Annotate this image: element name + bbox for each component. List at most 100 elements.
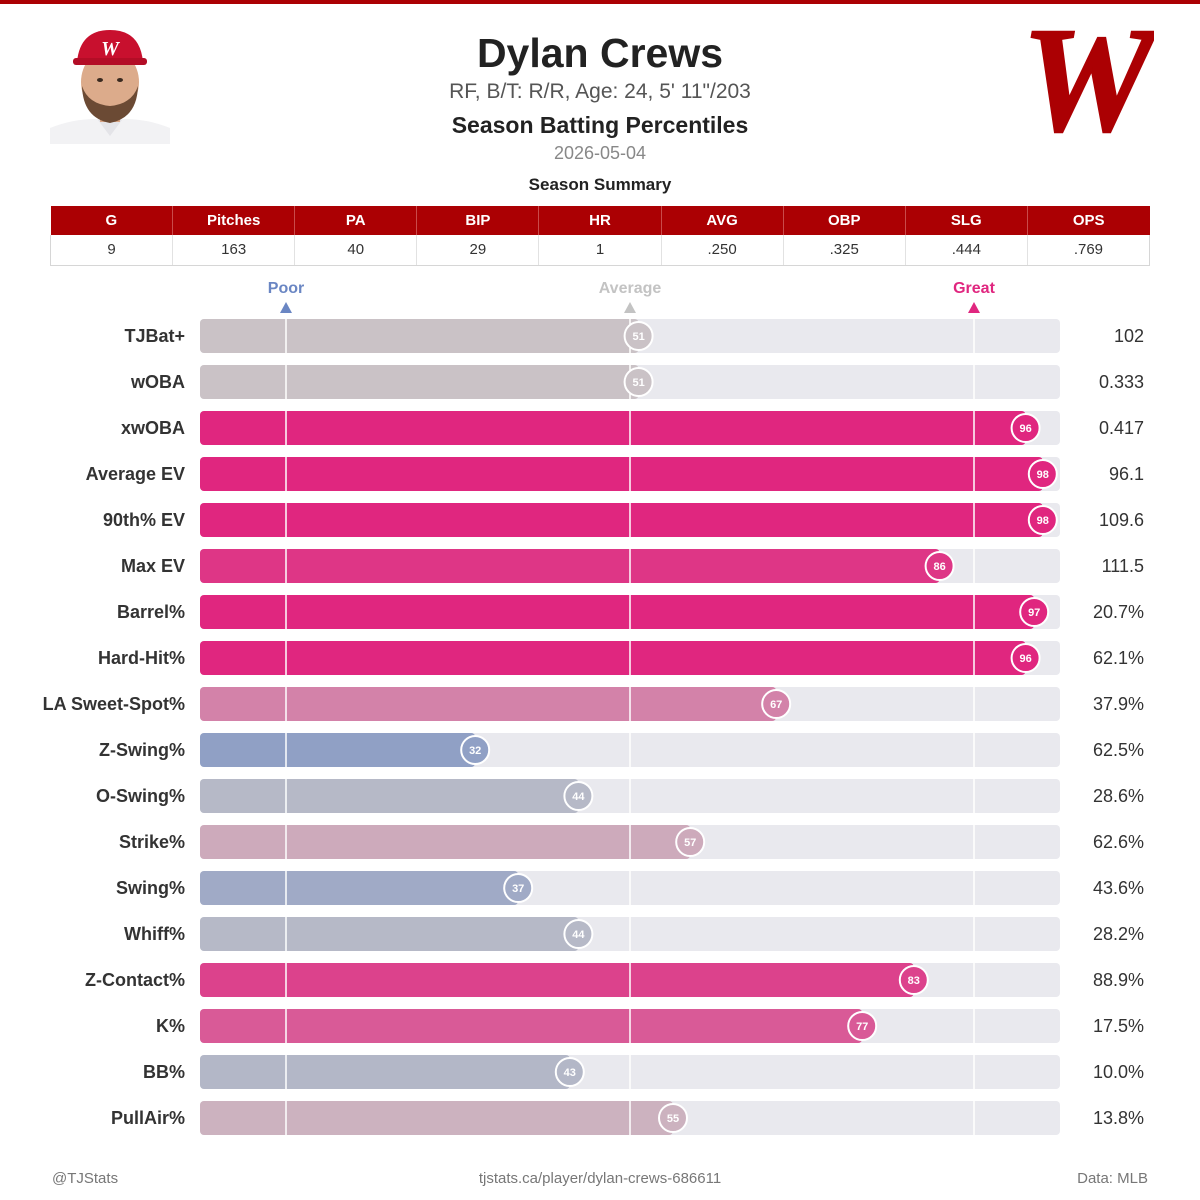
summary-value-obp: .325 [783,235,906,266]
summary-value-pa: 40 [294,235,418,266]
svg-text:W: W [1022,18,1154,146]
metric-value-pullair: 13.8% [1093,1108,1144,1128]
metric-label-bb: BB% [143,1062,185,1082]
metric-bar-max-ev [200,549,940,583]
metric-percentile-label-k: 77 [856,1021,868,1033]
metric-value-z-contact: 88.9% [1093,970,1144,990]
percentile-chart: Poor Average Great TJBat+ 51 102 wOBA 51 0.333 xw… [43,280,1144,1135]
metric-percentile-dot-z-contact [898,965,929,995]
metric-value-la-sweet-spot: 37.9% [1093,694,1144,714]
team-logo: W [1020,0,1165,164]
metric-percentile-dot-swing [503,873,534,903]
metric-percentile-dot-average-ev [1027,459,1058,489]
marker-label-poor: Poor [268,280,304,297]
summary-value-ops: .769 [1027,235,1151,266]
metric-percentile-dot-strike [675,827,706,857]
player-name: Dylan Crews [476,30,724,76]
metric-value-hard-hit: 62.1% [1093,648,1144,668]
metric-label-tjbat: TJBat+ [124,326,185,346]
metric-label-la-sweet-spot: LA Sweet-Spot% [43,694,185,714]
svg-text:W: W [101,38,120,60]
metric-value-woba: 0.333 [1099,372,1144,392]
metric-value-barrel: 20.7% [1093,602,1144,622]
metric-bar-tjbat [200,319,639,353]
marker-triangle-great [968,302,980,313]
metric-percentile-dot-woba [623,367,654,397]
metric-percentile-label-xwoba: 96 [1019,423,1031,435]
top-accent-rule [0,0,1200,4]
metric-percentile-label-o-swing: 44 [572,791,585,803]
metric-value-average-ev: 96.1 [1109,464,1144,484]
metric-bar-average-ev [200,457,1043,491]
metric-percentile-label-z-contact: 83 [908,975,920,987]
metric-bar-barrel [200,595,1035,629]
metric-value-o-swing: 28.6% [1093,786,1144,806]
metric-percentile-label-la-sweet-spot: 67 [770,699,782,711]
metric-percentile-dot-max-ev [924,551,955,581]
report-date: 2026-05-04 [553,143,647,163]
summary-header-hr: HR [538,206,662,235]
metric-percentile-dot-bb [554,1057,585,1087]
metric-percentile-label-90th-ev: 98 [1037,515,1049,527]
marker-triangle-poor [280,302,292,313]
metric-percentile-label-tjbat: 51 [632,331,644,343]
metric-bar-90th-ev [200,503,1043,537]
summary-header-obp: OBP [783,206,906,235]
metric-percentile-label-strike: 57 [684,837,696,849]
summary-value-g: 9 [49,235,174,266]
summary-header-ops: OPS [1027,206,1150,235]
metric-percentile-dot-90th-ev [1027,505,1058,535]
metric-bar-swing [200,871,519,905]
metric-percentile-dot-whiff [563,919,594,949]
metric-label-average-ev: Average EV [86,464,185,484]
season-summary-table: G Pitches PA BIP HR AVG OBP SLG OPS 9 16… [49,206,1151,266]
footer-url[interactable]: tjstats.ca/player/dylan-crews-686611 [478,1170,722,1187]
marker-label-great: Great [953,280,995,297]
summary-header-pa: PA [294,206,418,235]
metric-percentile-dot-la-sweet-spot [761,689,792,719]
summary-header-bip: BIP [416,206,540,235]
metric-percentile-label-z-swing: 32 [469,745,481,757]
summary-value-pitches: 163 [172,235,296,266]
metric-percentile-dot-xwoba [1010,413,1041,443]
summary-caption: Season Summary [528,175,672,194]
metric-value-z-swing: 62.5% [1093,740,1144,760]
metric-value-swing: 43.6% [1093,878,1144,898]
marker-label-average: Average [599,280,662,297]
metric-label-swing: Swing% [116,878,185,898]
metric-percentile-dot-k [847,1011,878,1041]
metric-percentile-label-bb: 43 [564,1067,576,1079]
marker-triangle-average [624,302,636,313]
metric-percentile-dot-barrel [1019,597,1050,627]
metric-bar-hard-hit [200,641,1026,675]
metric-percentile-label-barrel: 97 [1028,607,1040,619]
metric-percentile-label-hard-hit: 96 [1019,653,1031,665]
report-header: Dylan Crews RF, B/T: R/R, Age: 24, 5' 11… [0,28,1200,166]
metric-label-z-swing: Z-Swing% [99,740,185,760]
metric-label-k: K% [156,1016,185,1036]
metric-bar-k [200,1009,863,1043]
metric-bar-o-swing [200,779,579,813]
metric-value-tjbat: 102 [1114,326,1144,346]
metric-percentile-label-pullair: 55 [667,1113,679,1125]
metric-value-max-ev: 111.5 [1102,556,1144,576]
metric-value-xwoba: 0.417 [1099,418,1144,438]
metric-bar-woba [200,365,639,399]
metric-value-k: 17.5% [1093,1016,1144,1036]
metric-bar-xwoba [200,411,1026,445]
metric-percentile-label-max-ev: 86 [933,561,945,573]
metric-bar-z-contact [200,963,914,997]
summary-header-slg: SLG [905,206,1028,235]
metric-value-whiff: 28.2% [1093,924,1144,944]
player-bio: RF, B/T: R/R, Age: 24, 5' 11"/203 [449,80,751,103]
summary-value-bip: 29 [416,235,540,266]
summary-header-row: G Pitches PA BIP HR AVG OBP SLG OPS [50,206,1150,235]
metric-label-max-ev: Max EV [121,556,185,576]
summary-value-slg: .444 [905,235,1028,266]
metric-label-strike: Strike% [119,832,185,852]
metric-label-o-swing: O-Swing% [96,786,185,806]
footer-handle: @TJStats [52,1170,119,1187]
metric-value-bb: 10.0% [1093,1062,1144,1082]
summary-header-pitches: Pitches [172,206,296,235]
metric-percentile-label-whiff: 44 [572,929,585,941]
